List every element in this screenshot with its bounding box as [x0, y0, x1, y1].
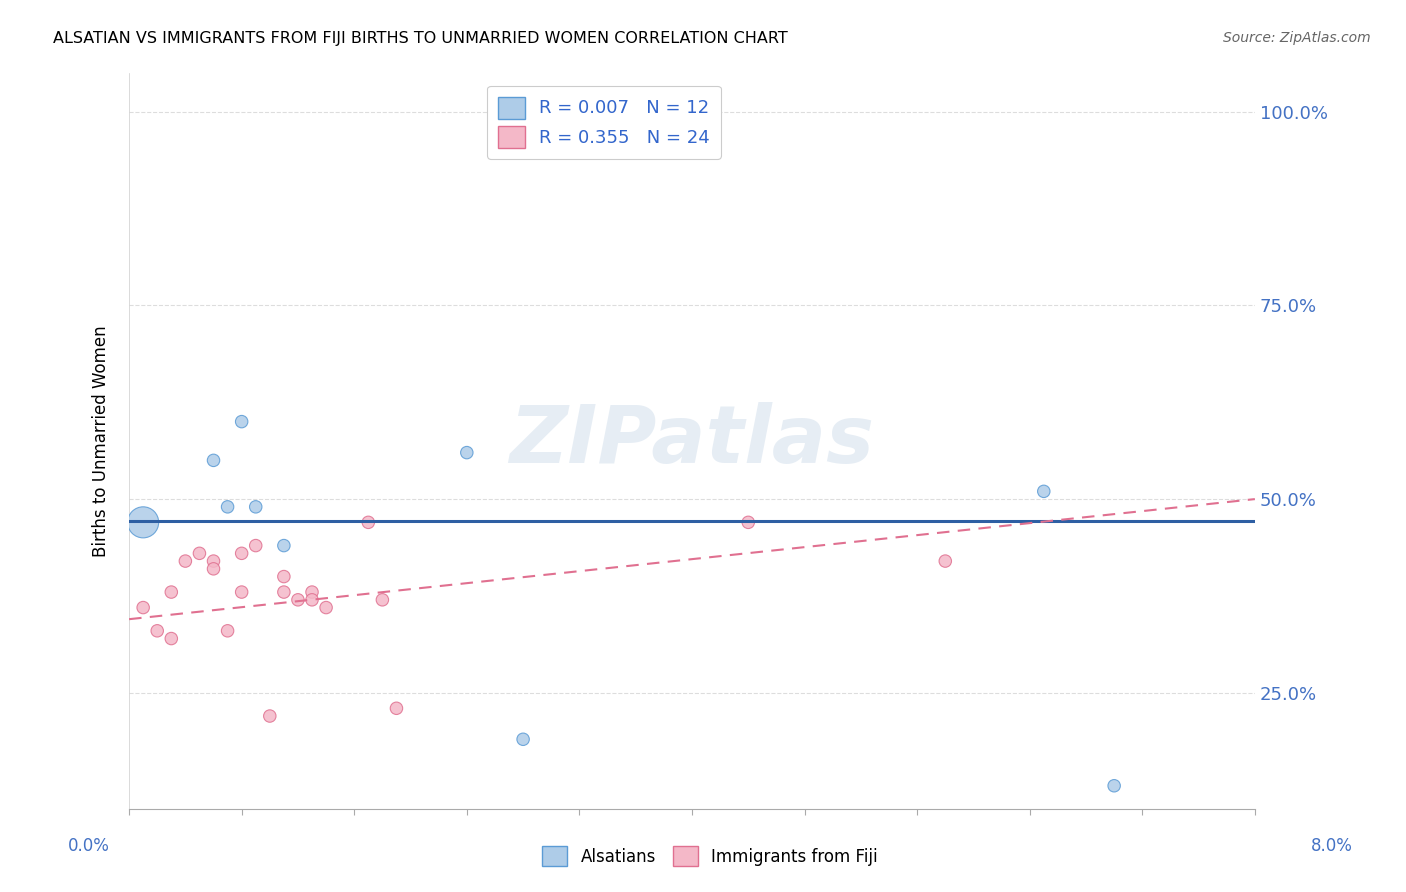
Point — [301, 585, 323, 599]
Point — [456, 445, 478, 459]
Point — [245, 539, 267, 553]
Point — [202, 453, 225, 467]
Point — [737, 516, 759, 530]
Point — [273, 569, 295, 583]
Point — [273, 585, 295, 599]
Point — [554, 104, 576, 119]
Point — [357, 516, 380, 530]
Point — [301, 592, 323, 607]
Point — [202, 562, 225, 576]
Point — [231, 546, 253, 560]
Point — [231, 585, 253, 599]
Legend: Alsatians, Immigrants from Fiji: Alsatians, Immigrants from Fiji — [536, 839, 884, 873]
Point — [287, 592, 309, 607]
Point — [217, 500, 239, 514]
Point — [315, 600, 337, 615]
Point — [202, 554, 225, 568]
Point — [512, 732, 534, 747]
Text: ALSATIAN VS IMMIGRANTS FROM FIJI BIRTHS TO UNMARRIED WOMEN CORRELATION CHART: ALSATIAN VS IMMIGRANTS FROM FIJI BIRTHS … — [53, 31, 789, 46]
Point — [1032, 484, 1054, 499]
Text: 0.0%: 0.0% — [67, 837, 110, 855]
Point — [259, 709, 281, 723]
Text: ZIPatlas: ZIPatlas — [509, 402, 875, 480]
Point — [273, 539, 295, 553]
Point — [174, 554, 197, 568]
Point — [132, 516, 155, 530]
Point — [146, 624, 169, 638]
Point — [132, 600, 155, 615]
Point — [160, 585, 183, 599]
Point — [371, 592, 394, 607]
Point — [188, 546, 211, 560]
Legend: R = 0.007   N = 12, R = 0.355   N = 24: R = 0.007 N = 12, R = 0.355 N = 24 — [486, 86, 721, 159]
Point — [554, 136, 576, 150]
Point — [160, 632, 183, 646]
Text: 8.0%: 8.0% — [1310, 837, 1353, 855]
Text: Source: ZipAtlas.com: Source: ZipAtlas.com — [1223, 31, 1371, 45]
Point — [245, 500, 267, 514]
Y-axis label: Births to Unmarried Women: Births to Unmarried Women — [93, 326, 110, 557]
Point — [385, 701, 408, 715]
Point — [231, 415, 253, 429]
Point — [1102, 779, 1125, 793]
Point — [217, 624, 239, 638]
Point — [934, 554, 956, 568]
